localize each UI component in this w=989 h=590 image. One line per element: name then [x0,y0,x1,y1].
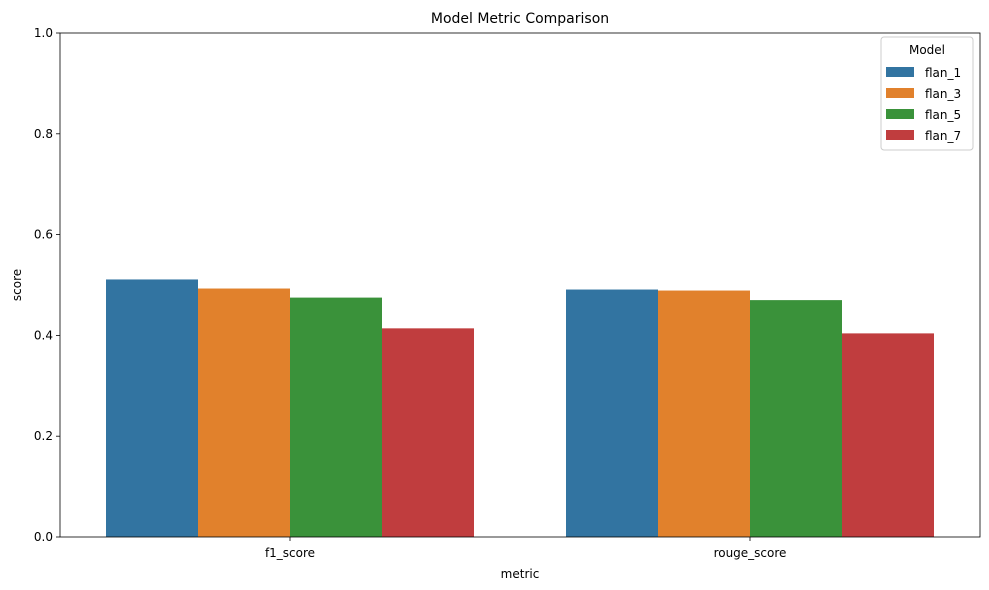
legend-title: Model [909,43,945,57]
bar-flan_5-f1_score [290,297,382,537]
bar-flan_7-rouge_score [842,333,934,537]
legend-label-flan_5: flan_5 [925,108,961,122]
legend-label-flan_3: flan_3 [925,87,961,101]
legend-label-flan_1: flan_1 [925,66,961,80]
legend-swatch-flan_7 [886,130,914,140]
bar-flan_1-f1_score [106,279,198,537]
legend: Model flan_1 flan_3 flan_5 flan_7 [880,36,974,151]
y-tick-label: 0.6 [34,228,53,242]
bars-group [106,279,934,537]
bar-flan_7-f1_score [382,328,474,537]
x-tick-label: f1_score [265,546,315,560]
x-axis-label: metric [501,567,540,581]
bar-flan_1-rouge_score [566,289,658,537]
y-axis-label: score [10,269,24,301]
chart-title: Model Metric Comparison [431,11,609,27]
legend-box [880,36,974,151]
y-tick-label: 0.0 [34,530,53,544]
bar-flan_3-rouge_score [658,290,750,537]
legend-swatch-flan_1 [886,67,914,77]
y-tick-label: 1.0 [34,26,53,40]
x-axis: f1_score rouge_score [265,537,786,560]
x-tick-label: rouge_score [714,546,787,560]
legend-swatch-flan_3 [886,88,914,98]
bar-flan_5-rouge_score [750,300,842,537]
y-tick-label: 0.8 [34,127,53,141]
y-axis: 0.0 0.2 0.4 0.6 0.8 1.0 [34,26,60,544]
legend-label-flan_7: flan_7 [925,129,961,143]
y-tick-label: 0.4 [34,328,53,342]
plot-frame [59,32,981,538]
y-tick-label: 0.2 [34,429,53,443]
bar-flan_3-f1_score [198,288,290,537]
legend-swatch-flan_5 [886,109,914,119]
